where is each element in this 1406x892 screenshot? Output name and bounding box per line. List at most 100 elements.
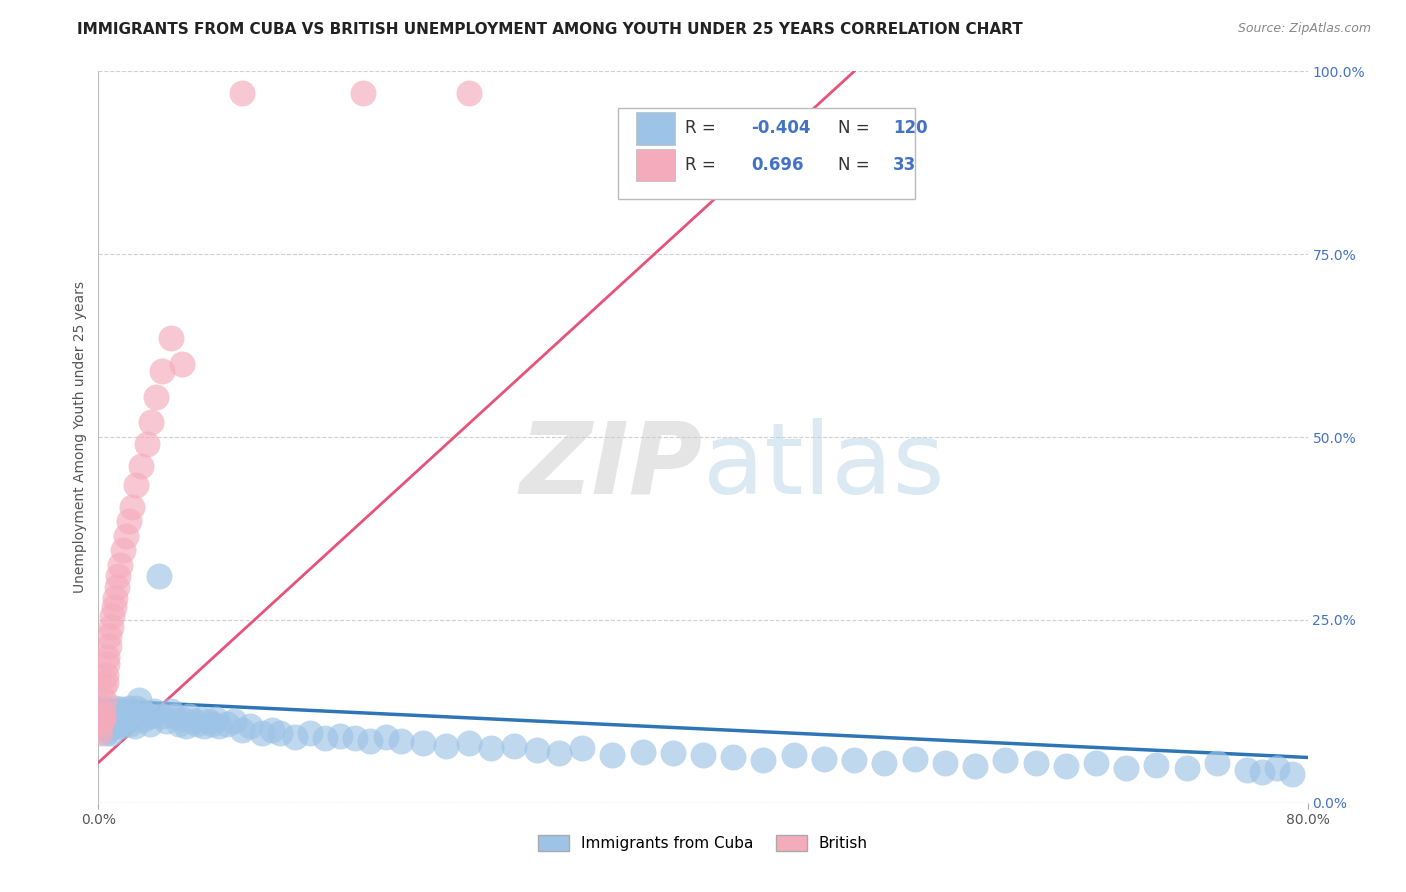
Point xyxy=(98,716,121,731)
Point xyxy=(965,759,987,773)
Point xyxy=(1115,761,1137,775)
Point xyxy=(90,715,112,730)
Point xyxy=(103,599,125,614)
Point xyxy=(250,726,273,740)
FancyBboxPatch shape xyxy=(637,149,675,181)
Point xyxy=(89,726,111,740)
Point xyxy=(179,709,201,723)
Legend: Immigrants from Cuba, British: Immigrants from Cuba, British xyxy=(531,830,875,857)
Text: 33: 33 xyxy=(893,156,917,174)
Point xyxy=(91,700,114,714)
Point xyxy=(201,716,224,731)
Text: Source: ZipAtlas.com: Source: ZipAtlas.com xyxy=(1237,22,1371,36)
Point xyxy=(125,477,148,491)
Point xyxy=(121,500,143,514)
Point xyxy=(91,709,114,723)
Point xyxy=(90,705,112,719)
Point xyxy=(205,712,228,726)
Point xyxy=(90,708,112,723)
Point xyxy=(124,719,146,733)
Point xyxy=(105,709,128,723)
Point xyxy=(174,719,197,733)
Point xyxy=(90,715,112,730)
Point xyxy=(197,714,219,728)
Point xyxy=(299,726,322,740)
Point xyxy=(360,733,382,747)
Point xyxy=(183,714,205,728)
Point xyxy=(101,609,124,624)
Point xyxy=(94,714,117,728)
Point xyxy=(128,693,150,707)
Point xyxy=(129,459,152,474)
Point xyxy=(120,716,142,731)
Point xyxy=(813,752,835,766)
Point xyxy=(231,723,253,737)
Point xyxy=(125,700,148,714)
Point xyxy=(122,709,145,723)
Point xyxy=(98,629,121,643)
Point xyxy=(118,514,141,528)
Text: atlas: atlas xyxy=(703,417,945,515)
Point xyxy=(163,709,186,723)
Point xyxy=(150,364,173,378)
Point xyxy=(132,712,155,726)
Point xyxy=(193,719,215,733)
Point xyxy=(94,675,117,690)
Point xyxy=(145,390,167,404)
Point xyxy=(434,739,457,753)
Point xyxy=(129,705,152,719)
Point xyxy=(107,706,129,721)
Point xyxy=(1267,761,1289,775)
Point xyxy=(91,716,114,731)
Point xyxy=(135,437,157,451)
Point xyxy=(329,729,352,743)
Point xyxy=(602,748,624,763)
Point xyxy=(844,753,866,767)
Point xyxy=(110,719,132,733)
Point xyxy=(100,620,122,634)
Point xyxy=(93,693,115,707)
Point xyxy=(904,752,927,766)
Point xyxy=(934,756,956,770)
Point xyxy=(89,719,111,733)
Point xyxy=(91,705,114,719)
Text: N =: N = xyxy=(838,120,870,137)
Point xyxy=(108,712,131,726)
Point xyxy=(114,714,136,728)
Point xyxy=(1085,756,1108,770)
Point xyxy=(503,739,526,753)
Point xyxy=(104,700,127,714)
Point xyxy=(101,709,124,723)
Point xyxy=(110,702,132,716)
Point xyxy=(104,591,127,605)
Text: -0.404: -0.404 xyxy=(751,120,811,137)
Point xyxy=(692,748,714,763)
Point xyxy=(284,730,307,744)
Text: 120: 120 xyxy=(893,120,928,137)
Point xyxy=(160,705,183,719)
Point xyxy=(631,745,654,759)
Point xyxy=(215,716,238,731)
FancyBboxPatch shape xyxy=(637,112,675,145)
Point xyxy=(1144,757,1167,772)
Point xyxy=(1236,763,1258,777)
Point xyxy=(239,719,262,733)
Point xyxy=(661,746,683,760)
Point xyxy=(89,719,111,733)
Point xyxy=(105,580,128,594)
Point xyxy=(91,712,114,726)
Point xyxy=(1024,756,1046,770)
Point xyxy=(481,740,503,755)
Point xyxy=(208,719,231,733)
Point xyxy=(118,700,141,714)
Point xyxy=(121,712,143,726)
Text: N =: N = xyxy=(838,156,870,174)
Point xyxy=(752,753,775,767)
Point xyxy=(96,709,118,723)
Point xyxy=(155,714,177,728)
Point xyxy=(139,716,162,731)
Point xyxy=(262,723,284,737)
Point xyxy=(103,705,125,719)
Point xyxy=(1281,766,1303,780)
Point xyxy=(994,753,1017,767)
